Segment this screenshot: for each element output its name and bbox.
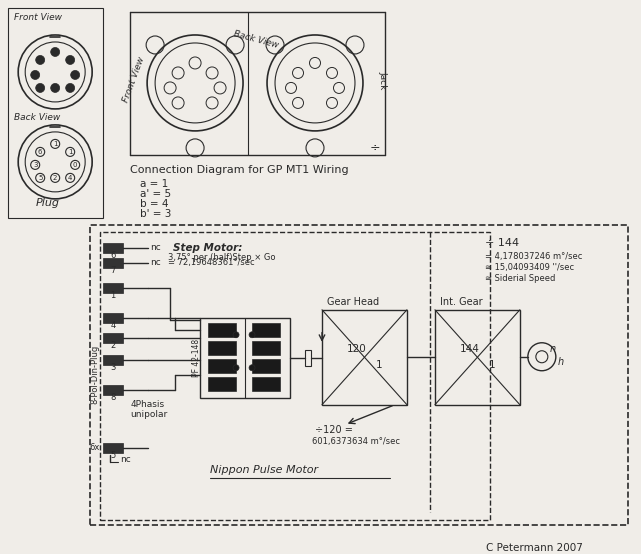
Text: b = 4: b = 4 [140,199,169,209]
Circle shape [71,161,79,170]
Bar [103,443,123,453]
Text: Back View: Back View [14,114,60,122]
Text: 120: 120 [347,344,367,354]
Text: C Petermann 2007: C Petermann 2007 [487,542,583,553]
Text: 5: 5 [110,451,116,460]
Circle shape [51,173,60,182]
Text: 6x: 6x [90,443,100,452]
Bar [103,283,123,293]
Text: 1: 1 [68,149,72,155]
Bar [252,377,280,391]
Text: Front View: Front View [122,56,147,104]
Bar [252,341,280,355]
Text: 3: 3 [110,363,116,372]
Text: Plug: Plug [36,198,60,208]
Text: a = 1: a = 1 [140,179,169,189]
Bar [90,225,628,525]
Text: 3,75° per (half)Step × Go: 3,75° per (half)Step × Go [168,253,276,263]
Circle shape [36,147,45,156]
Bar [103,258,123,268]
Circle shape [51,48,60,57]
Circle shape [233,365,239,371]
Bar [252,323,280,337]
Circle shape [65,173,74,182]
Circle shape [36,55,45,64]
Text: ≅ 15,04093409 ''/sec: ≅ 15,04093409 ''/sec [485,263,574,273]
Text: h: h [558,357,564,367]
Text: = 72,19648361°/sec: = 72,19648361°/sec [168,258,254,268]
Text: 2: 2 [53,175,58,181]
Bar [208,323,236,337]
Text: nc: nc [150,258,161,268]
Circle shape [65,84,74,93]
Text: n: n [550,344,556,354]
Text: = 4,178037246 m°/sec: = 4,178037246 m°/sec [485,252,582,261]
Text: 7: 7 [110,266,116,275]
Bar [103,384,123,395]
Bar [435,310,520,405]
Bar [305,350,311,366]
Text: 2: 2 [110,341,116,350]
Text: ≅ Siderial Speed: ≅ Siderial Speed [485,274,555,283]
Text: ÷ 144: ÷ 144 [485,238,519,248]
Circle shape [36,173,45,182]
Text: ÷: ÷ [370,141,380,155]
Text: 3: 3 [33,162,37,168]
Text: 144: 144 [460,344,479,354]
Text: nc: nc [150,243,161,252]
Text: PF 42-148: PF 42-148 [192,338,201,377]
Bar [208,377,236,391]
Bar [8,8,103,218]
Bar [322,310,407,405]
Text: 5: 5 [38,175,42,181]
Circle shape [249,365,255,371]
Circle shape [65,147,74,156]
Text: Gear Head: Gear Head [327,297,379,307]
Text: 4Phasis: 4Phasis [130,400,164,409]
Circle shape [31,70,40,79]
Text: Int. Gear: Int. Gear [440,297,483,307]
Text: 1: 1 [53,141,58,147]
Text: unipolar: unipolar [130,410,167,419]
Circle shape [65,55,74,64]
Text: 1: 1 [489,360,495,370]
Bar [252,359,280,373]
Circle shape [51,84,60,93]
Bar [103,333,123,343]
Bar [103,243,123,253]
Bar [208,359,236,373]
Bar [208,341,236,355]
Text: 4: 4 [110,321,116,330]
Text: Step Motor:: Step Motor: [173,243,242,253]
Text: b' = 3: b' = 3 [140,209,172,219]
Text: Nippon Pulse Motor: Nippon Pulse Motor [210,465,318,475]
Circle shape [31,161,40,170]
Bar [103,355,123,365]
Text: Front View: Front View [14,13,62,23]
Text: Jack: Jack [378,71,387,89]
Circle shape [249,332,255,338]
Text: 1: 1 [376,360,383,370]
Text: Back View: Back View [233,30,279,50]
Bar [200,318,290,398]
Text: 0: 0 [73,162,78,168]
Circle shape [51,140,60,148]
Circle shape [71,70,79,79]
Text: nc: nc [120,455,131,464]
Text: Connection Diagram for GP MT1 Wiring: Connection Diagram for GP MT1 Wiring [130,165,349,175]
Circle shape [36,84,45,93]
Text: 6: 6 [110,252,116,260]
Text: 601,6373634 m°/sec: 601,6373634 m°/sec [312,437,400,446]
Circle shape [233,332,239,338]
Text: 8-Pol-Din-Plug: 8-Pol-Din-Plug [90,345,99,404]
Text: 6: 6 [38,149,42,155]
Text: 4: 4 [68,175,72,181]
Text: 1: 1 [110,291,116,300]
Text: a' = 5: a' = 5 [140,189,171,199]
Text: ÷120 =: ÷120 = [315,425,353,435]
Text: 8: 8 [110,393,116,402]
Bar [100,232,490,520]
Bar [103,313,123,323]
